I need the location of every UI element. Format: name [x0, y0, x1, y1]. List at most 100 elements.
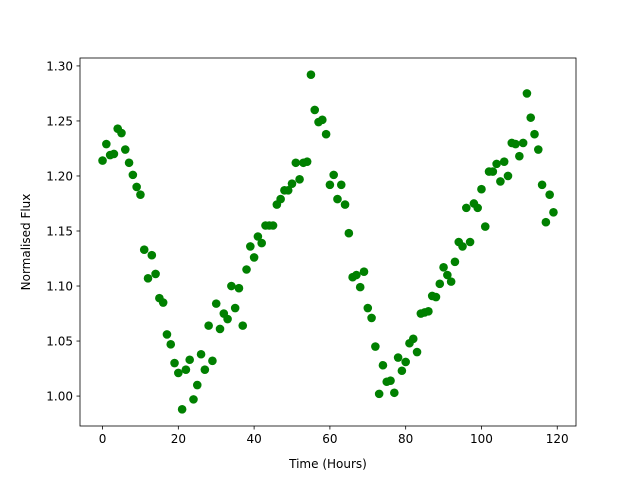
point	[257, 238, 266, 248]
point	[166, 340, 176, 349]
point	[177, 404, 187, 414]
point	[238, 321, 248, 330]
point	[287, 179, 297, 188]
point	[306, 70, 316, 80]
point	[435, 279, 445, 289]
point	[549, 207, 558, 217]
point	[249, 253, 259, 262]
point	[518, 138, 528, 148]
point	[109, 149, 119, 159]
point	[355, 282, 365, 292]
point	[139, 245, 149, 255]
point	[211, 299, 221, 308]
point	[522, 89, 532, 98]
point	[325, 180, 335, 190]
point	[488, 167, 498, 176]
y-tick-label: 1.15	[46, 224, 73, 238]
point	[545, 190, 554, 199]
point	[537, 180, 547, 190]
point	[401, 357, 410, 367]
point	[499, 157, 509, 166]
x-tick-label: 40	[246, 432, 261, 446]
point	[492, 159, 501, 169]
x-tick-label: 60	[322, 432, 337, 446]
point	[196, 349, 206, 359]
point	[253, 232, 263, 241]
point	[541, 217, 551, 227]
point	[162, 330, 172, 339]
point	[283, 185, 293, 195]
point	[367, 313, 376, 323]
point	[120, 145, 130, 154]
point	[511, 139, 520, 149]
y-tick-label: 1.30	[46, 59, 73, 73]
point	[533, 145, 543, 154]
x-tick-label: 20	[171, 432, 186, 446]
y-tick-label: 1.20	[46, 169, 73, 183]
point	[158, 298, 168, 307]
point	[204, 321, 213, 330]
y-tick-label: 1.00	[46, 390, 73, 404]
point	[185, 355, 194, 365]
point	[439, 263, 448, 272]
point	[446, 277, 456, 286]
point	[242, 265, 251, 274]
point	[458, 242, 467, 251]
point	[124, 158, 134, 168]
point	[374, 389, 384, 399]
y-axis-label: Normalised Flux	[19, 194, 33, 291]
point	[295, 174, 304, 184]
x-tick-label: 100	[470, 432, 493, 446]
point	[117, 128, 126, 138]
point	[98, 156, 107, 165]
x-tick-label: 0	[99, 432, 107, 446]
point	[276, 194, 285, 204]
point	[246, 242, 255, 251]
point	[412, 347, 422, 357]
point	[333, 194, 342, 204]
point	[515, 151, 524, 161]
point	[143, 274, 153, 283]
y-tick-label: 1.25	[46, 114, 73, 128]
point	[443, 270, 452, 280]
point	[393, 353, 403, 362]
point	[132, 182, 141, 192]
point	[302, 157, 312, 166]
point	[371, 342, 380, 351]
point	[450, 257, 460, 267]
point	[208, 356, 217, 366]
point	[181, 365, 191, 374]
plot-frame	[79, 57, 577, 427]
point	[390, 388, 399, 398]
point	[431, 292, 441, 302]
point	[291, 158, 301, 168]
point	[480, 222, 490, 231]
point	[329, 170, 338, 180]
x-tick-label: 120	[546, 432, 569, 446]
point	[200, 365, 210, 374]
y-tick-label: 1.05	[46, 335, 73, 349]
point	[359, 267, 369, 277]
point	[321, 129, 331, 139]
point	[147, 250, 157, 260]
point	[496, 177, 505, 186]
point	[170, 358, 179, 368]
point	[215, 324, 225, 334]
point	[310, 105, 320, 115]
point	[223, 314, 232, 324]
point	[397, 366, 407, 376]
point	[128, 170, 138, 180]
point	[386, 376, 395, 385]
x-axis-label: Time (Hours)	[288, 457, 367, 471]
point	[336, 180, 346, 190]
point	[477, 184, 486, 194]
point	[174, 368, 183, 378]
point	[344, 228, 354, 238]
x-tick-label: 80	[398, 432, 413, 446]
point	[352, 270, 361, 280]
point	[192, 380, 202, 390]
point	[424, 307, 433, 316]
point	[526, 113, 536, 122]
point	[473, 203, 482, 213]
